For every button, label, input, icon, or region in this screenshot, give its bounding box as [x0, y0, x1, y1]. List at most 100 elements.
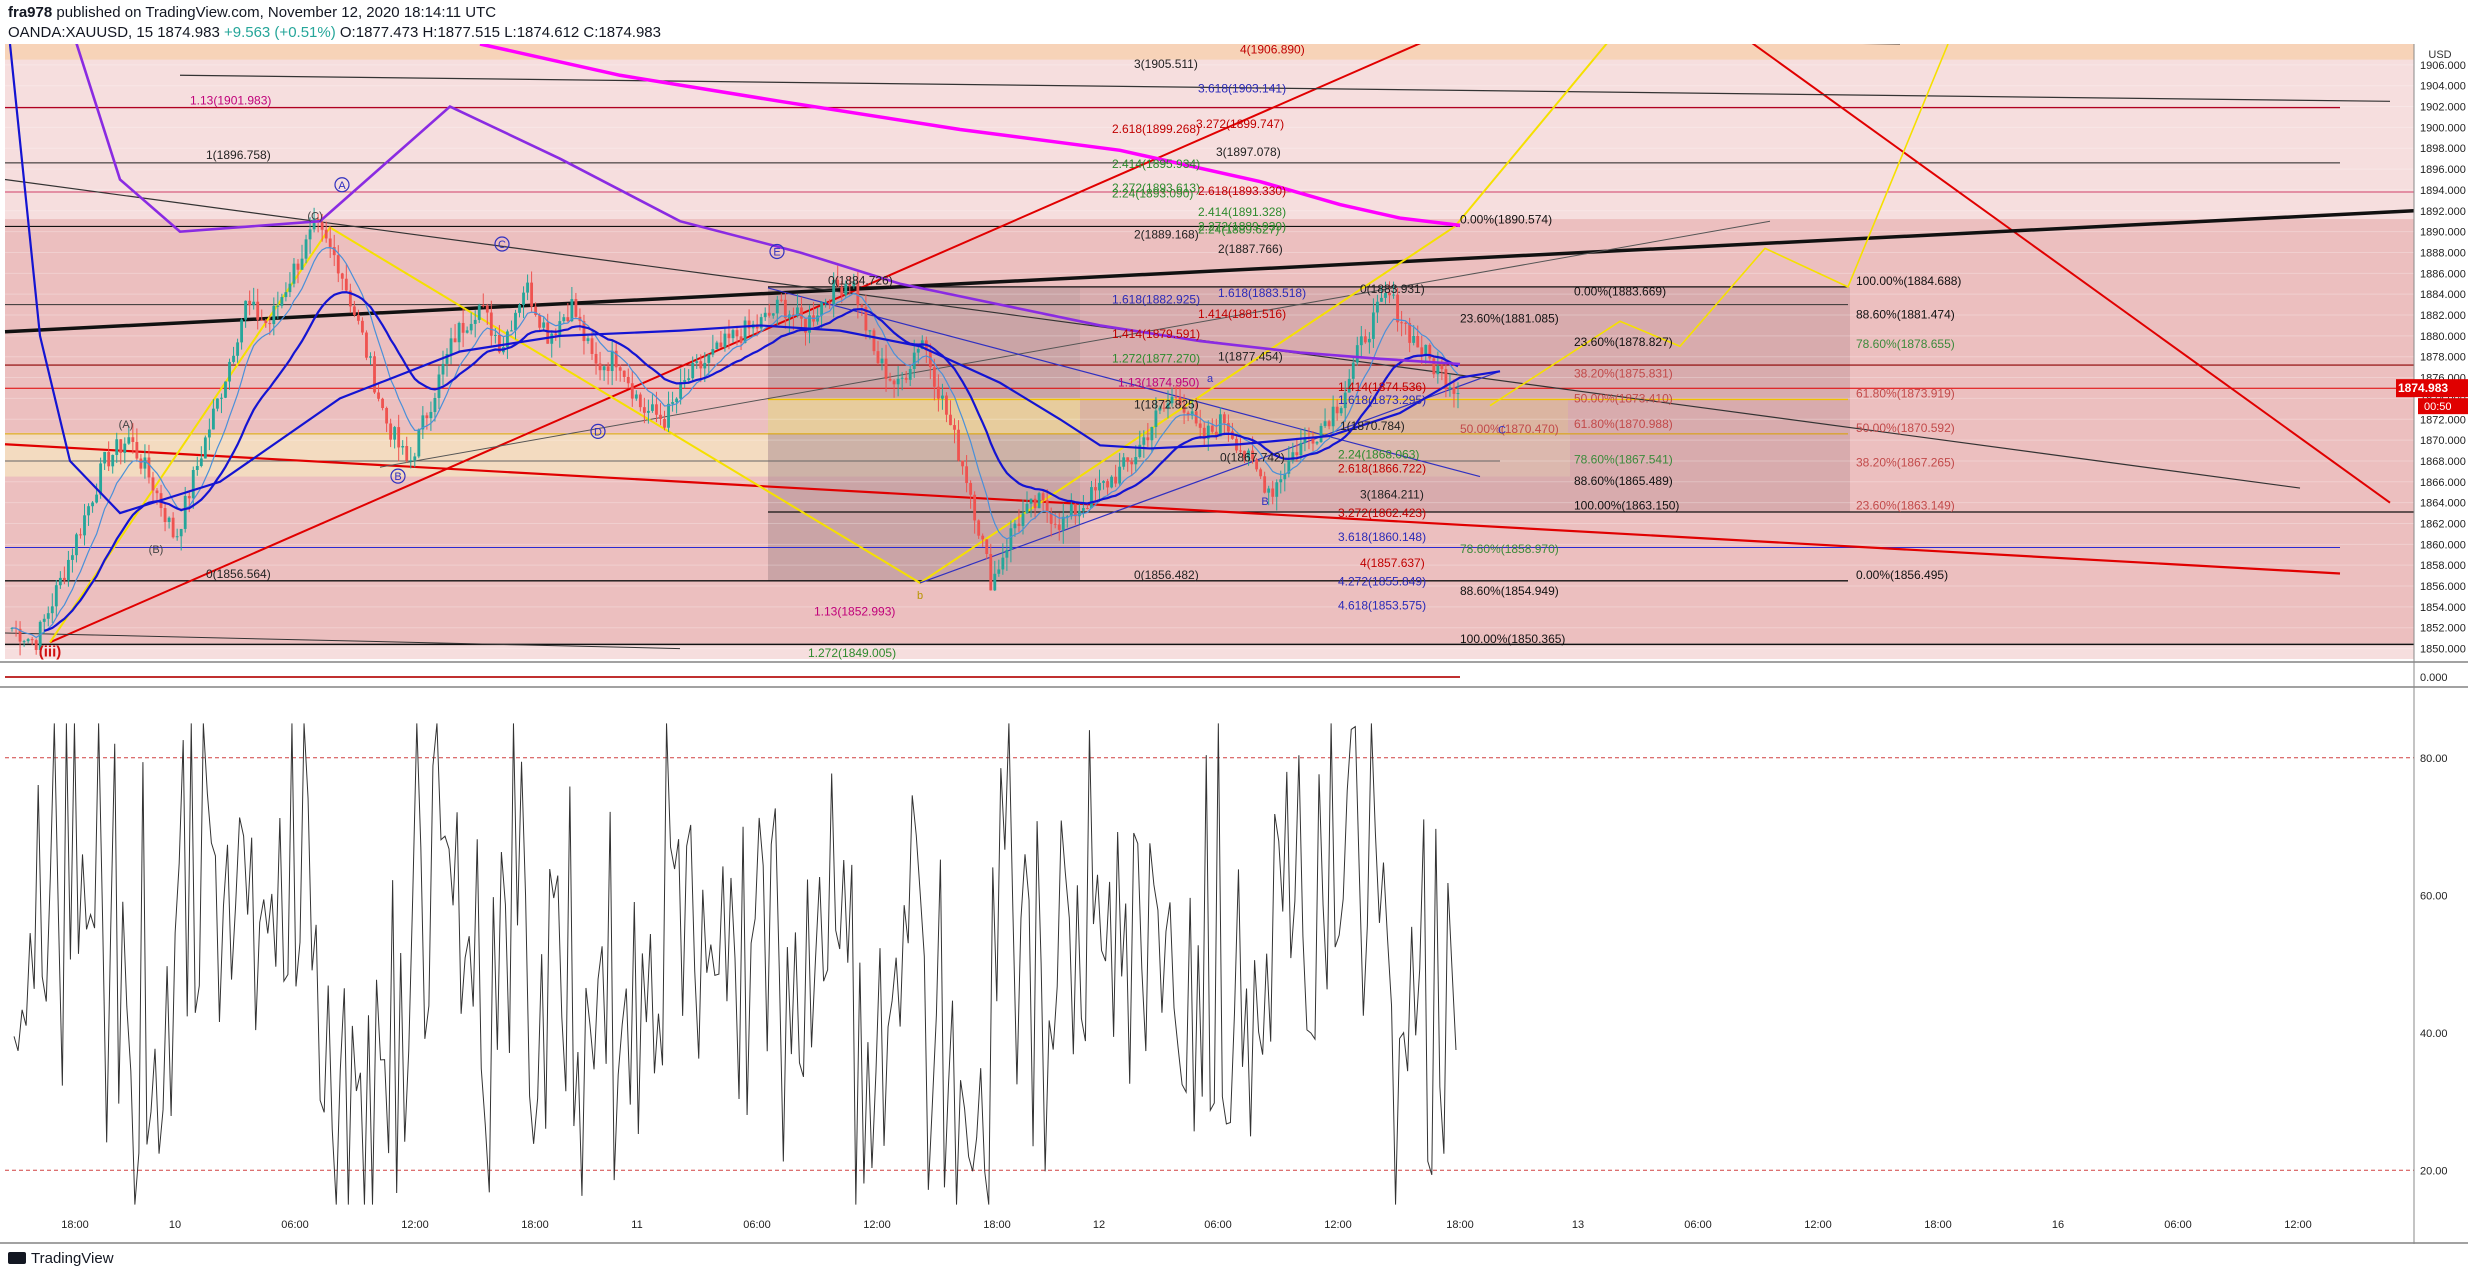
- candle-body: [199, 458, 203, 466]
- candle-body: [1267, 488, 1271, 493]
- candle-body: [1073, 504, 1077, 517]
- candle-body: [1202, 427, 1206, 439]
- fib-label: 1.618(1883.518): [1218, 286, 1306, 300]
- candle-body: [91, 502, 94, 507]
- macd-tick: 0.000: [2420, 672, 2448, 684]
- wave-label: (B): [149, 544, 164, 556]
- candle-body: [783, 299, 787, 319]
- author[interactable]: fra978: [8, 4, 53, 21]
- candle-body: [42, 618, 46, 622]
- candle-body: [932, 367, 936, 387]
- candle-body: [1049, 512, 1053, 524]
- candle-body: [1222, 414, 1226, 424]
- rsi-tick: 40.00: [2420, 1028, 2448, 1040]
- candle-body: [300, 258, 304, 270]
- price-tick: 1864.000: [2420, 498, 2466, 510]
- wave-label: (iii): [39, 643, 62, 660]
- candle-body: [791, 314, 795, 316]
- candle-body: [554, 333, 558, 335]
- candle-body: [796, 307, 799, 316]
- fib-label: 2.272(1893.613): [1112, 181, 1200, 195]
- candle-body: [1045, 500, 1049, 513]
- candle-body: [542, 322, 546, 328]
- rsi-tick: 80.00: [2420, 753, 2448, 765]
- candle-body: [58, 577, 62, 586]
- candle-body: [147, 457, 151, 478]
- candle-body: [171, 517, 175, 538]
- candle-body: [493, 334, 497, 336]
- candle-body: [904, 377, 908, 380]
- candle-body: [405, 445, 409, 461]
- candle-body: [558, 321, 562, 335]
- fib-label: 3.618(1860.148): [1338, 530, 1426, 544]
- candle-body: [1162, 407, 1166, 409]
- wave-label: a: [1207, 373, 1214, 385]
- candle-body: [1367, 338, 1371, 343]
- candle-body: [715, 342, 719, 350]
- candle-body: [735, 330, 739, 337]
- candle-body: [1154, 410, 1158, 427]
- fib-label: 1(1870.784): [1340, 419, 1405, 433]
- candle-body: [1255, 459, 1259, 470]
- trend-line: [4, 443, 2341, 575]
- fib-label: 2.414(1891.328): [1198, 205, 1286, 219]
- ma-blue-long: [8, 44, 1501, 515]
- candle-body: [1142, 437, 1146, 445]
- fib-label: 4.272(1855.849): [1338, 575, 1426, 589]
- fib-label: 50.00%(1870.470): [1460, 422, 1559, 436]
- candle-body: [1287, 460, 1291, 474]
- price-chart[interactable]: 4(1906.890) 3(1905.511)3.618(1903.141) 1.1…: [0, 44, 2468, 1244]
- candle-body: [892, 380, 896, 385]
- candle-body: [916, 348, 920, 353]
- fib-label: 1(1896.758): [206, 148, 271, 162]
- symbol-info: OANDA:XAUUSD, 15 1874.983 +9.563 (+0.51%…: [8, 24, 661, 41]
- candle-body: [413, 456, 417, 461]
- candle-body: [304, 239, 308, 259]
- candle-body: [1363, 336, 1367, 343]
- fib-label: 23.60%(1878.827): [1574, 335, 1673, 349]
- candle-body: [1283, 473, 1287, 480]
- candle-body: [248, 300, 252, 306]
- candle-body: [324, 229, 328, 239]
- candle-body: [1021, 513, 1025, 527]
- wave-circle: [334, 177, 350, 193]
- time-tick: 18:00: [983, 1219, 1011, 1231]
- candle-body: [510, 330, 513, 332]
- candle-body: [1380, 297, 1383, 302]
- price-change: +9.563 (+0.51%): [223, 24, 336, 41]
- fib-label: 2(1889.168): [1134, 227, 1199, 241]
- candle-body: [18, 628, 22, 642]
- fib-label: 3(1897.078): [1216, 145, 1281, 159]
- candle-body: [179, 528, 183, 537]
- price-tick: 1882.000: [2420, 310, 2466, 322]
- candle-body: [1388, 292, 1391, 296]
- candle-body: [1400, 322, 1404, 324]
- candle-body: [344, 278, 348, 291]
- candle-body: [606, 366, 610, 371]
- candle-body: [276, 305, 280, 307]
- fib-label: 1.272(1849.005): [808, 646, 896, 660]
- candle-body: [71, 555, 74, 560]
- time-axis[interactable]: 18:00 10 06:00 12:00 18:00 11 06:00 12:00 18:00 1…: [61, 1219, 2312, 1231]
- price-tick: 1862.000: [2420, 518, 2466, 530]
- fib-label: 0(1884.726): [828, 274, 893, 288]
- candle-body: [888, 378, 892, 381]
- symbol[interactable]: OANDA:XAUUSD, 15: [8, 24, 154, 41]
- candle-body: [441, 363, 445, 375]
- candle-body: [1110, 476, 1114, 488]
- candle-body: [719, 342, 723, 348]
- wave-label: A: [338, 180, 346, 192]
- candle-body: [348, 290, 352, 307]
- rsi-line: [13, 723, 1457, 1205]
- candle-body: [626, 376, 630, 384]
- candle-body: [1420, 347, 1424, 355]
- candle-body: [220, 397, 223, 399]
- time-tick: 06:00: [2164, 1219, 2192, 1231]
- candle-body: [953, 425, 956, 430]
- candle-body: [671, 402, 674, 404]
- candle-body: [727, 333, 731, 339]
- candle-body: [1436, 365, 1440, 375]
- candle-body: [663, 419, 666, 428]
- candle-body: [912, 352, 916, 369]
